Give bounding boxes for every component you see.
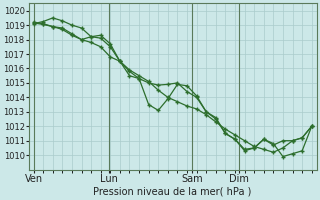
- X-axis label: Pression niveau de la mer( hPa ): Pression niveau de la mer( hPa ): [93, 187, 252, 197]
